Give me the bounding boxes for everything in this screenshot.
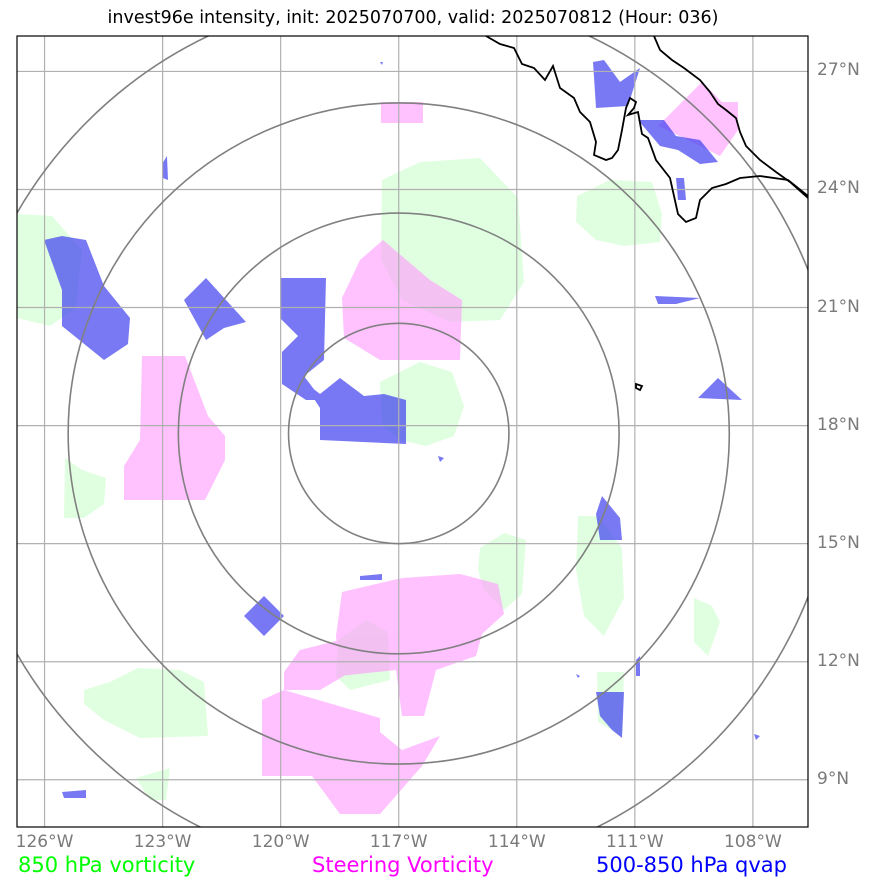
qvap-blob bbox=[596, 692, 624, 738]
qvap-blob bbox=[184, 278, 246, 340]
qvap-blob bbox=[655, 296, 700, 304]
steering-blob bbox=[381, 102, 423, 123]
longitude-tick-label: 111°W bbox=[605, 832, 664, 852]
range-rings bbox=[17, 36, 808, 827]
vorticity-blob bbox=[64, 458, 106, 518]
qvap-blob bbox=[438, 456, 444, 462]
coastline bbox=[485, 35, 809, 392]
qvap-blob bbox=[380, 62, 383, 65]
qvap-blob bbox=[576, 674, 580, 678]
vorticity-blob bbox=[136, 768, 170, 800]
steering-blob bbox=[336, 574, 504, 716]
qvap-blob bbox=[162, 156, 168, 180]
vorticity-blob bbox=[694, 598, 720, 656]
longitude-tick-label: 108°W bbox=[724, 832, 782, 852]
mexico-mainland-coast bbox=[653, 35, 809, 199]
vorticity-blob bbox=[84, 668, 208, 738]
vorticity-blob bbox=[576, 180, 662, 246]
qvap-blob bbox=[62, 790, 86, 798]
steering-blob bbox=[284, 640, 344, 690]
qvap-blob bbox=[360, 574, 382, 580]
range-ring bbox=[287, 322, 510, 545]
longitude-tick-label: 123°W bbox=[133, 832, 192, 852]
map-title: invest96e intensity, init: 2025070700, v… bbox=[107, 8, 719, 28]
latitude-tick-label: 18°N bbox=[817, 414, 860, 435]
range-ring bbox=[177, 212, 620, 655]
qvap-500-850hpa-layer bbox=[44, 60, 760, 798]
longitude-tick-label: 120°W bbox=[251, 832, 310, 852]
qvap-blob bbox=[596, 496, 622, 540]
latitude-tick-label: 12°N bbox=[817, 650, 860, 671]
longitude-tick-label: 126°W bbox=[15, 832, 74, 852]
latitude-tick-label: 24°N bbox=[817, 178, 860, 199]
qvap-blob bbox=[698, 378, 742, 400]
qvap-blob bbox=[638, 120, 718, 164]
steering-blob bbox=[124, 356, 225, 500]
map-frame bbox=[16, 35, 809, 828]
latitude-tick-label: 9°N bbox=[817, 768, 850, 789]
range-ring bbox=[67, 102, 731, 765]
steering-blob bbox=[262, 690, 440, 814]
legend-vorticity: 850 hPa vorticity bbox=[18, 853, 196, 877]
island-coast bbox=[635, 382, 644, 392]
qvap-blob bbox=[280, 278, 326, 400]
qvap-blob bbox=[244, 596, 284, 636]
qvap-blob bbox=[44, 236, 130, 360]
qvap-blob bbox=[302, 378, 406, 444]
steering-blob bbox=[658, 82, 738, 156]
lat-lon-grid bbox=[17, 36, 808, 827]
baja-california-coast bbox=[485, 35, 809, 224]
latitude-tick-label: 15°N bbox=[817, 532, 860, 553]
longitude-tick-label: 117°W bbox=[369, 832, 428, 852]
latitude-tick-label: 27°N bbox=[817, 60, 860, 81]
legend-steering-vorticity: Steering Vorticity bbox=[312, 853, 494, 877]
legend-qvap: 500-850 hPa qvap bbox=[596, 853, 787, 877]
qvap-blob bbox=[754, 734, 760, 740]
longitude-tick-label: 114°W bbox=[487, 832, 546, 852]
steering-blob bbox=[342, 240, 462, 360]
steering-vorticity-layer bbox=[124, 82, 738, 814]
latitude-tick-label: 21°N bbox=[817, 296, 860, 317]
